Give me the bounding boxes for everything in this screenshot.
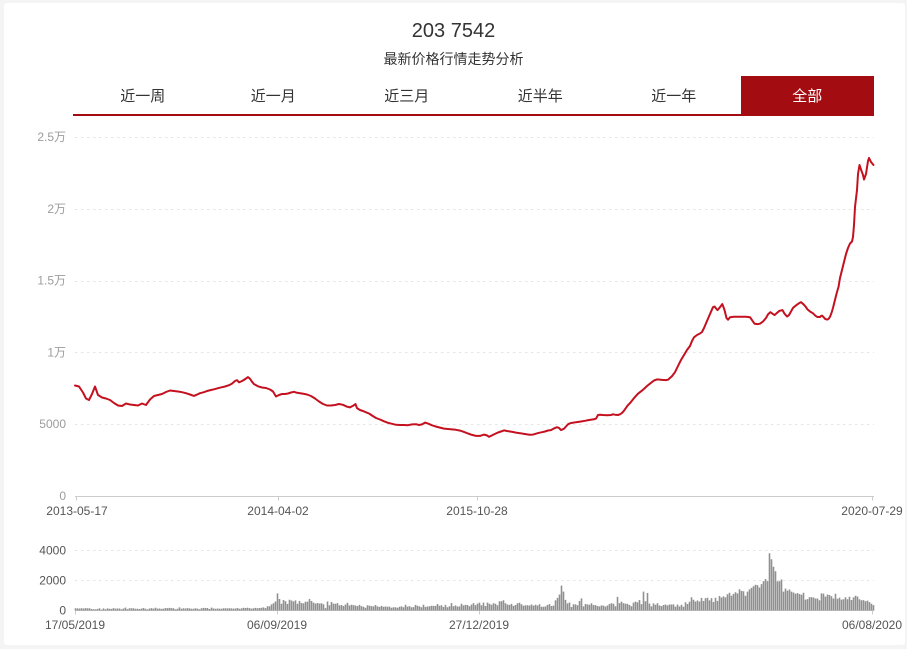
svg-text:06/08/2020: 06/08/2020 [842, 618, 902, 632]
svg-text:1万: 1万 [47, 345, 66, 359]
svg-text:2015-10-28: 2015-10-28 [446, 504, 508, 518]
svg-text:17/05/2019: 17/05/2019 [45, 618, 105, 632]
svg-text:2.5万: 2.5万 [37, 130, 66, 144]
svg-text:2013-05-17: 2013-05-17 [46, 504, 108, 518]
svg-text:2020-07-29: 2020-07-29 [841, 504, 903, 518]
svg-text:1.5万: 1.5万 [37, 274, 66, 288]
svg-text:2000: 2000 [39, 573, 66, 587]
svg-text:2014-04-02: 2014-04-02 [247, 504, 309, 518]
svg-text:0: 0 [59, 489, 66, 503]
svg-text:2万: 2万 [47, 202, 66, 216]
svg-text:27/12/2019: 27/12/2019 [449, 618, 509, 632]
svg-text:4000: 4000 [39, 543, 66, 557]
svg-text:5000: 5000 [39, 417, 66, 431]
svg-text:0: 0 [59, 604, 66, 618]
svg-text:06/09/2019: 06/09/2019 [247, 618, 307, 632]
